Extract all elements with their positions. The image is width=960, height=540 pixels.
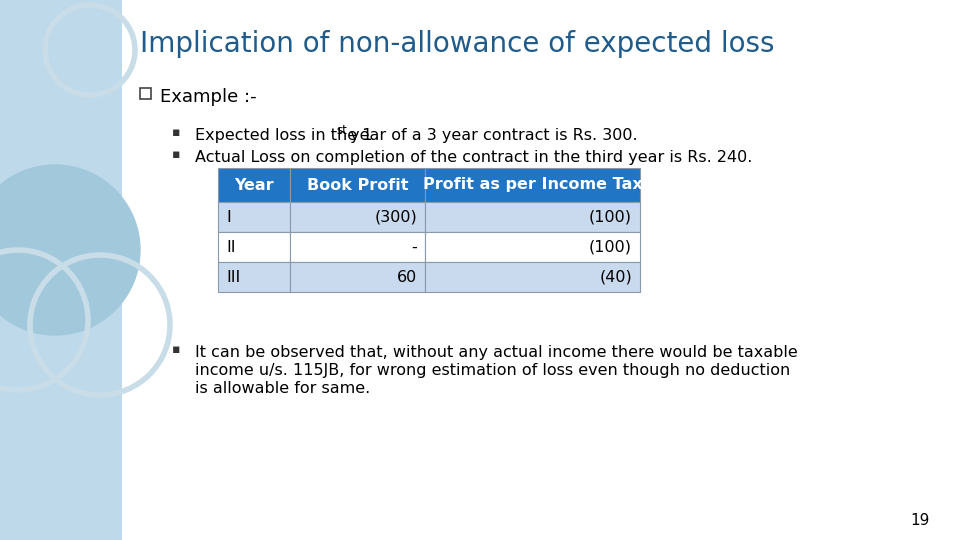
Bar bbox=[140, 88, 151, 99]
Text: (300): (300) bbox=[374, 210, 417, 225]
Text: Year: Year bbox=[234, 178, 274, 192]
Bar bbox=[218, 262, 290, 292]
Text: Expected loss in the 1: Expected loss in the 1 bbox=[195, 128, 372, 143]
Text: income u/s. 115JB, for wrong estimation of loss even though no deduction: income u/s. 115JB, for wrong estimation … bbox=[195, 363, 790, 378]
Bar bbox=[425, 262, 640, 292]
Text: 60: 60 bbox=[396, 269, 417, 285]
Text: Book Profit: Book Profit bbox=[307, 178, 408, 192]
Text: Implication of non-allowance of expected loss: Implication of non-allowance of expected… bbox=[140, 30, 775, 58]
Text: II: II bbox=[226, 240, 235, 254]
Text: ▪: ▪ bbox=[172, 343, 180, 356]
Bar bbox=[218, 202, 290, 232]
Text: III: III bbox=[226, 269, 240, 285]
Text: year of a 3 year contract is Rs. 300.: year of a 3 year contract is Rs. 300. bbox=[345, 128, 637, 143]
Text: Example :-: Example :- bbox=[160, 88, 256, 106]
Circle shape bbox=[0, 165, 140, 335]
Bar bbox=[290, 168, 425, 202]
Bar bbox=[218, 168, 290, 202]
Text: -: - bbox=[411, 240, 417, 254]
Text: ▪: ▪ bbox=[172, 126, 180, 139]
Text: ▪: ▪ bbox=[172, 148, 180, 161]
Bar bbox=[290, 262, 425, 292]
Text: Profit as per Income Tax: Profit as per Income Tax bbox=[422, 178, 642, 192]
Text: (100): (100) bbox=[589, 240, 632, 254]
Bar bbox=[425, 168, 640, 202]
Text: 19: 19 bbox=[911, 513, 930, 528]
Bar bbox=[290, 232, 425, 262]
Text: (100): (100) bbox=[589, 210, 632, 225]
Bar bbox=[425, 232, 640, 262]
Text: I: I bbox=[226, 210, 230, 225]
Bar bbox=[218, 232, 290, 262]
Text: st: st bbox=[337, 124, 348, 137]
Text: is allowable for same.: is allowable for same. bbox=[195, 381, 371, 396]
Bar bbox=[290, 202, 425, 232]
Text: It can be observed that, without any actual income there would be taxable: It can be observed that, without any act… bbox=[195, 345, 798, 360]
Bar bbox=[0, 0, 122, 540]
Text: (40): (40) bbox=[599, 269, 632, 285]
Bar bbox=[425, 202, 640, 232]
Text: Actual Loss on completion of the contract in the third year is Rs. 240.: Actual Loss on completion of the contrac… bbox=[195, 150, 753, 165]
